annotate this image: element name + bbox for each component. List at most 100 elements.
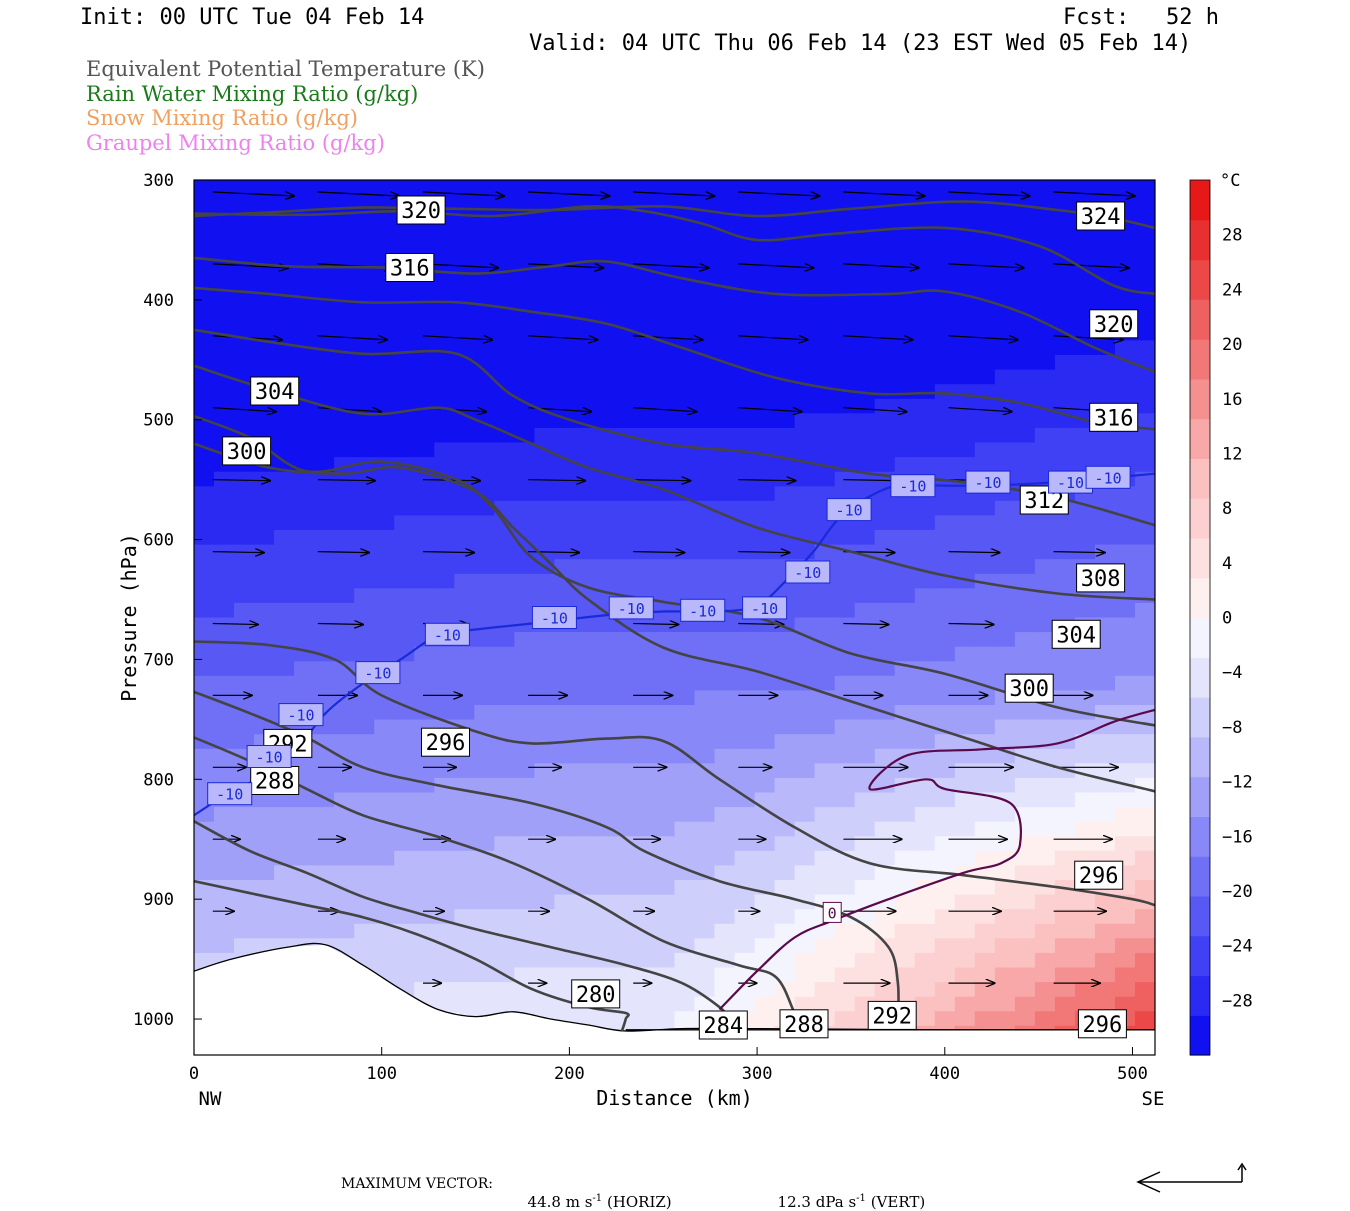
wind-vector	[843, 263, 918, 268]
temperature-cell	[994, 967, 1016, 983]
temperature-cell	[1094, 996, 1116, 1013]
temperature-cell	[354, 311, 375, 327]
temperature-cell	[354, 865, 375, 881]
temperature-cell	[514, 500, 536, 517]
temperature-cell	[1034, 180, 1056, 196]
temperature-cell	[714, 398, 736, 415]
temperature-cell	[914, 923, 936, 940]
temperature-cell	[454, 267, 476, 283]
temperature-cell	[734, 296, 756, 313]
temperature-cell	[194, 252, 215, 269]
temperature-cell	[374, 238, 395, 254]
temperature-cell	[774, 500, 796, 517]
temperature-cell	[234, 296, 255, 313]
temperature-cell	[294, 836, 315, 852]
temperature-cell	[1054, 690, 1076, 706]
temperature-cell	[594, 515, 616, 531]
temperature-cell	[494, 559, 516, 575]
temperature-cell	[934, 180, 956, 196]
isotherm-label-box	[680, 598, 726, 622]
temperature-cell	[1135, 398, 1155, 415]
temperature-cell	[734, 792, 756, 808]
temperature-cell	[954, 661, 976, 677]
temperature-cell	[494, 602, 516, 619]
temperature-cell	[194, 559, 215, 575]
temperature-cell	[234, 690, 255, 706]
isotherm-label: -10	[974, 474, 1001, 492]
temperature-cell	[594, 209, 616, 225]
temperature-cell	[454, 602, 476, 619]
temperature-cell	[714, 675, 736, 692]
temperature-cell	[414, 325, 435, 342]
temperature-cell	[754, 982, 776, 998]
temperature-cell	[794, 777, 816, 794]
temperature-cell	[694, 763, 716, 779]
temperature-cell	[934, 632, 956, 648]
temperature-cell	[354, 194, 375, 210]
temperature-cell	[554, 982, 576, 998]
contour-label-box	[396, 195, 446, 225]
temperature-cell	[374, 530, 395, 546]
temperature-cell	[854, 457, 876, 473]
temperature-cell	[474, 705, 496, 721]
temperature-cell	[354, 880, 375, 896]
temperature-cell	[974, 282, 996, 298]
temperature-cell	[614, 690, 636, 706]
temperature-cell	[734, 398, 756, 415]
theta-e-contour	[194, 204, 1155, 296]
temperature-cell	[934, 559, 956, 575]
temperature-cell	[554, 588, 576, 604]
temperature-cell	[1074, 530, 1096, 546]
temperature-cell	[974, 923, 996, 940]
temperature-cell	[1135, 850, 1155, 867]
temperature-cell	[654, 238, 676, 254]
temperature-cell	[434, 238, 456, 254]
colorbar-tick-label: 16	[1222, 390, 1242, 410]
temperature-cell	[414, 180, 435, 196]
temperature-cell	[354, 923, 375, 940]
temperature-cell	[954, 646, 976, 663]
temperature-cell	[754, 573, 776, 590]
temperature-cell	[314, 559, 335, 575]
temperature-cell	[474, 194, 496, 210]
max-vector-label: MAXIMUM VECTOR:	[341, 1176, 493, 1192]
temperature-cell	[594, 938, 616, 954]
temperature-cell	[314, 923, 335, 940]
temperature-cell	[374, 807, 395, 823]
temperature-cell	[514, 398, 536, 415]
temperature-cell	[454, 252, 476, 269]
temperature-cell	[294, 194, 315, 210]
temperature-cell	[594, 675, 616, 692]
temperature-cell	[234, 413, 255, 429]
isotherm-label: -10	[1095, 469, 1122, 487]
temperature-cell	[374, 734, 395, 750]
temperature-cell	[554, 763, 576, 779]
temperature-cell	[394, 836, 415, 852]
temperature-cell	[234, 821, 255, 838]
temperature-cell	[854, 675, 876, 692]
temperature-cell	[754, 763, 776, 779]
temperature-cell	[1034, 967, 1056, 983]
temperature-cell	[614, 559, 636, 575]
temperature-cell	[754, 500, 776, 517]
temperature-cell	[914, 311, 936, 327]
temperature-cell	[274, 223, 295, 240]
temperature-cell	[534, 500, 556, 517]
temperature-cell	[534, 413, 556, 429]
temperature-cell	[454, 500, 476, 517]
temperature-cell	[814, 340, 836, 356]
temperature-cell	[694, 223, 716, 240]
temperature-cell	[334, 223, 355, 240]
temperature-cell	[454, 675, 476, 692]
max-vector-horiz: 44.8 m s-1 (HORIZ)	[518, 1175, 672, 1211]
temperature-cell	[554, 850, 576, 867]
isotherm-label: -10	[794, 564, 821, 582]
temperature-cell	[854, 442, 876, 458]
temperature-cell	[754, 180, 776, 196]
temperature-cell	[594, 1011, 616, 1027]
temperature-cell	[794, 500, 816, 517]
temperature-cell	[1074, 238, 1096, 254]
temperature-cell	[674, 486, 696, 502]
colorbar-swatch	[1190, 577, 1210, 619]
temperature-cell	[514, 267, 536, 283]
